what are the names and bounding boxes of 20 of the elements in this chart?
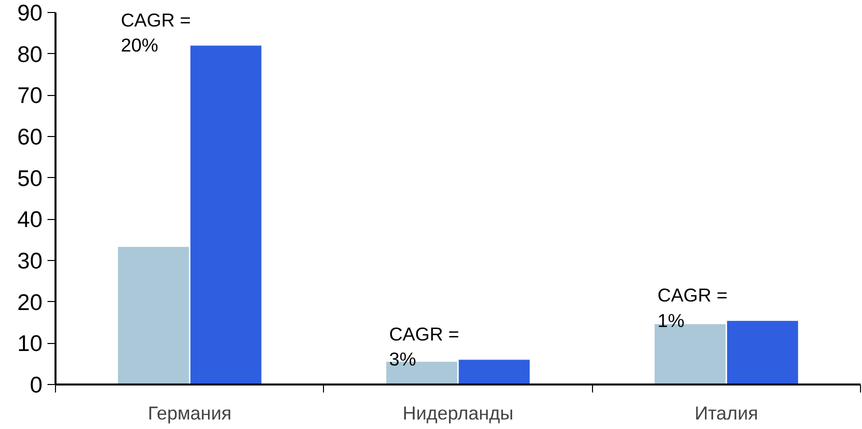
y-tick-label: 80 [17,40,42,67]
annotation: CAGR = 1% [658,284,728,331]
y-tick-label: 10 [17,330,42,356]
bar [190,46,262,384]
bar [458,360,530,384]
y-tick-label: 60 [17,124,42,150]
y-tick-label: 20 [17,288,42,315]
annotation: CAGR = 20% [120,9,191,56]
y-tick-label: 70 [17,82,42,108]
bar [727,320,798,384]
x-tick-label: Нидерланды [402,402,514,424]
y-tick-label: 50 [17,164,42,191]
annotation: CAGR = 3% [389,324,460,370]
y-tick-label: 90 [17,0,42,26]
x-tick-label: Германия [148,402,232,424]
bar [118,246,189,384]
y-tick-label: 0 [30,372,43,398]
y-tick-label: 30 [17,248,42,274]
x-tick-label: Италия [694,402,758,424]
y-tick-label: 40 [17,206,42,232]
